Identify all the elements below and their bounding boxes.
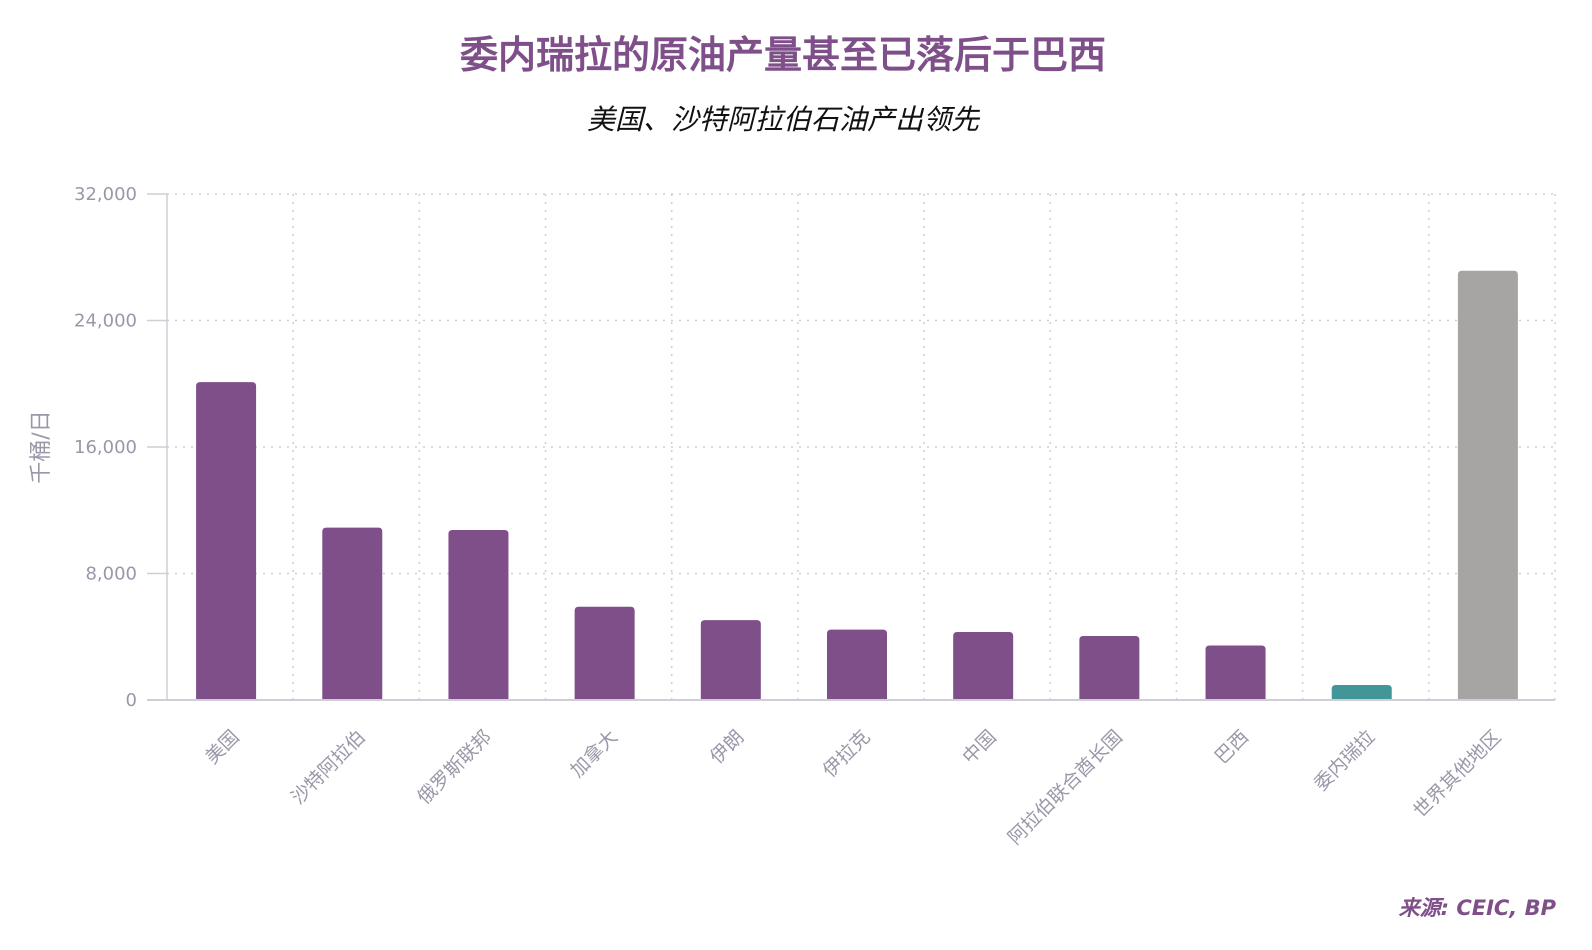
x-tick-label: 巴西 [1211, 726, 1253, 768]
y-tick-label: 24,000 [74, 311, 137, 332]
x-tick-label: 中国 [958, 726, 1000, 768]
source-note: 来源: CEIC, BP [1398, 896, 1556, 920]
chart-title: 委内瑞拉的原油产量甚至已落后于巴西 [459, 33, 1106, 77]
x-tick-label: 阿拉伯联合酋长国 [1004, 726, 1127, 849]
bar-10 [1457, 270, 1518, 700]
bar-3 [574, 606, 635, 700]
x-tick-label: 俄罗斯联邦 [413, 726, 496, 809]
x-tick-label: 沙特阿拉伯 [287, 726, 370, 809]
y-axis-label: 千桶/日 [29, 410, 54, 483]
x-tick-label: 委内瑞拉 [1310, 726, 1379, 795]
y-tick-label: 32,000 [74, 184, 137, 205]
bar-5 [827, 629, 887, 700]
bar-2 [448, 530, 509, 700]
y-tick-label: 8,000 [85, 564, 137, 585]
bar-8 [1205, 645, 1266, 700]
x-tick-label: 世界其他地区 [1409, 726, 1505, 822]
bar-1 [322, 527, 383, 700]
chart-subtitle: 美国、沙特阿拉伯石油产出领先 [586, 103, 979, 136]
bar-0 [196, 382, 257, 700]
bar-4 [700, 620, 761, 700]
bar-9 [1331, 684, 1392, 700]
bar-6 [953, 632, 1014, 700]
y-tick-label: 0 [126, 690, 137, 711]
x-tick-label: 伊拉克 [819, 726, 875, 782]
x-tick-label: 伊朗 [706, 726, 748, 768]
x-tick-label: 加拿大 [566, 725, 623, 782]
bar-7 [1079, 635, 1140, 700]
x-tick-label: 美国 [201, 726, 243, 768]
y-tick-label: 16,000 [74, 437, 137, 458]
